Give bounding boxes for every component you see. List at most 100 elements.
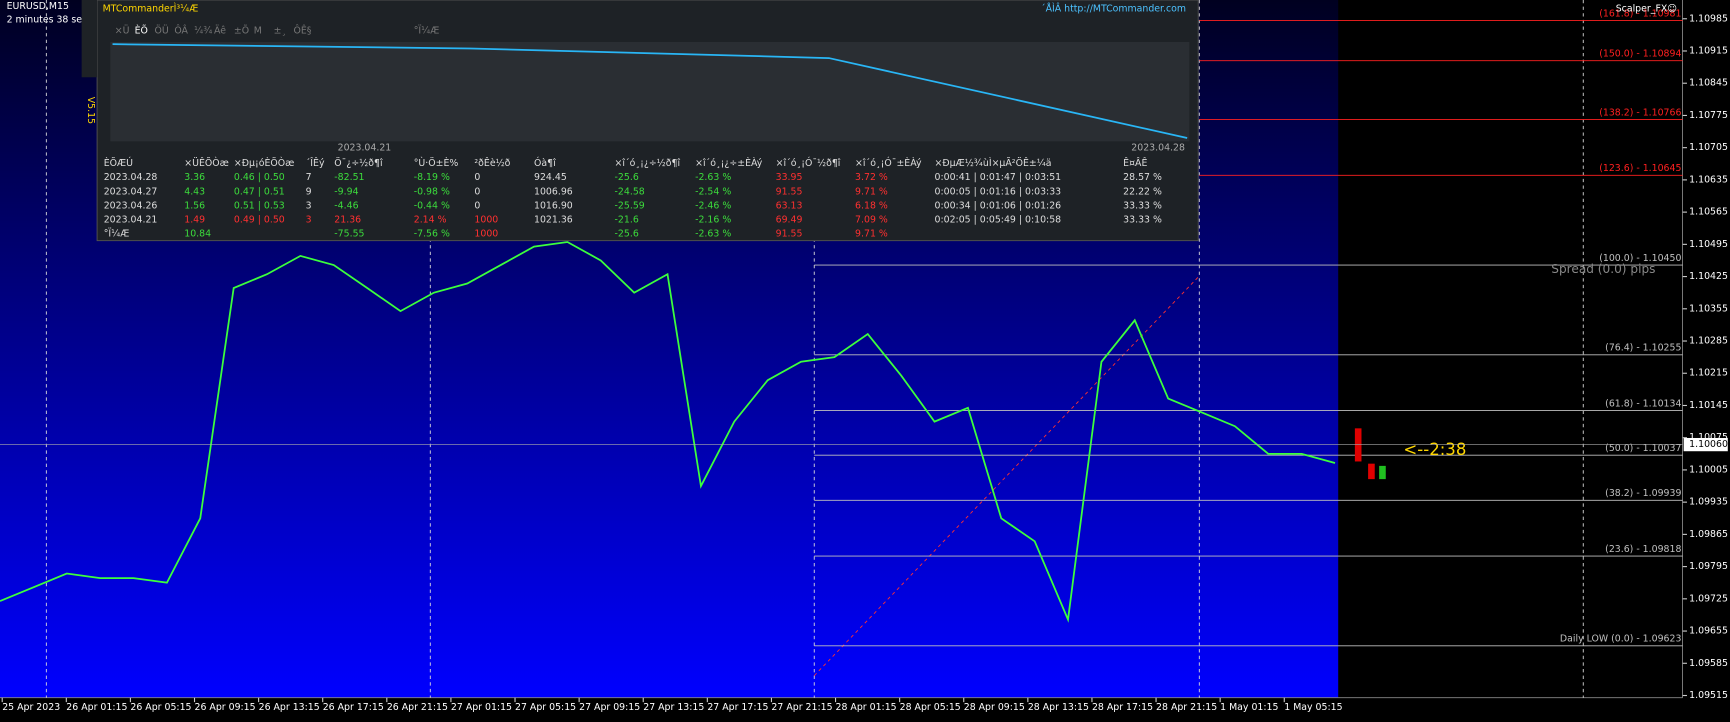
table-cell: 33.95 [776, 172, 803, 183]
x-tick-label: 28 Apr 09:15 [964, 702, 1025, 713]
table-header: ×ÜÊÕÒæ [184, 157, 229, 169]
table-cell: 3.72 % [855, 172, 888, 183]
table-header: ×î´ó¸¡¿÷½ð¶î [615, 158, 681, 169]
table-header: ×ÐµÆ½¾ùÌ×µÃ²ÖÊ±¼ä [935, 157, 1052, 169]
panel-tab[interactable]: Äê [214, 25, 226, 36]
panel-tab[interactable]: M [254, 25, 262, 36]
x-tick-label: 27 Apr 05:15 [515, 702, 576, 713]
y-tick-label: 1.10775 [1689, 110, 1728, 121]
table-cell: -2.54 % [695, 186, 731, 197]
y-tick-label: 1.09725 [1689, 593, 1728, 604]
current-price-box [1683, 437, 1728, 452]
fibo-label: Daily LOW (0.0) - 1.09623 [1560, 634, 1682, 645]
y-tick-label: 1.10565 [1689, 207, 1728, 218]
table-cell: -2.63 % [695, 172, 731, 183]
table-cell: 1.56 [184, 201, 205, 212]
y-tick-label: 1.10495 [1689, 239, 1728, 250]
table-cell: 2.14 % [414, 215, 447, 226]
x-tick-label: 26 Apr 13:15 [259, 702, 320, 713]
x-tick-label: 27 Apr 17:15 [707, 702, 768, 713]
table-cell: 0:00:05 | 0:01:16 | 0:03:33 [935, 186, 1062, 197]
table-cell: 9 [306, 186, 312, 197]
x-tick-label: 27 Apr 09:15 [579, 702, 640, 713]
y-tick-label: 1.09585 [1689, 658, 1728, 669]
table-cell: 4.43 [184, 186, 205, 197]
table-total: 10.84 [184, 229, 211, 240]
current-price-label: 1.10060 [1689, 439, 1728, 450]
table-cell: 0:02:05 | 0:05:49 | 0:10:58 [935, 215, 1062, 226]
y-tick-label: 1.10635 [1689, 174, 1728, 185]
panel-tab[interactable]: ¼¾ [194, 25, 212, 36]
table-total: 91.55 [776, 229, 803, 240]
table-cell: 3 [306, 215, 312, 226]
table-cell: 0 [474, 201, 480, 212]
panel-tab[interactable]: ÖÜ [154, 25, 168, 36]
table-cell: -25.59 [615, 201, 645, 212]
panel-link[interactable]: ´ÅÌÂ http://MTCommander.com [1041, 2, 1186, 14]
table-cell: 3.36 [184, 172, 205, 183]
future-area [1338, 0, 1730, 722]
table-header: ´ÎÊý [306, 157, 325, 169]
fibo-label: (50.0) - 1.10037 [1605, 443, 1681, 454]
table-cell: 0.46 | 0.50 [234, 172, 285, 183]
panel-tab[interactable]: ×Ü [115, 25, 130, 36]
fibo-label: (138.2) - 1.10766 [1599, 107, 1681, 118]
table-cell: 28.57 % [1123, 172, 1162, 183]
graph-date: 2023.04.28 [1131, 142, 1185, 153]
y-tick-label: 1.10985 [1689, 13, 1728, 24]
table-cell: 0:00:41 | 0:01:47 | 0:03:51 [935, 172, 1062, 183]
expert-name: Scalper_FX☺ [1616, 3, 1677, 14]
table-header: °Ù·Ö±È% [414, 157, 459, 169]
table-total: -75.55 [334, 229, 364, 240]
table-header: Ö¯¿÷½ð¶î [334, 158, 383, 169]
x-tick-label: 27 Apr 13:15 [643, 702, 704, 713]
table-cell: 1016.90 [534, 201, 573, 212]
x-tick-label: 28 Apr 21:15 [1156, 702, 1217, 713]
y-tick-label: 1.10145 [1689, 400, 1728, 411]
stats-panel: MTCommanderÌ³¼Æ ´ÅÌÂ http://MTCommander.… [81, 0, 1199, 242]
table-cell: -4.46 [334, 201, 358, 212]
table-cell: -0.98 % [414, 186, 450, 197]
table-total: 1000 [474, 229, 498, 240]
table-cell: -82.51 [334, 172, 364, 183]
table-cell: 0.51 | 0.53 [234, 201, 285, 212]
table-cell: 0.49 | 0.50 [234, 215, 285, 226]
table-cell: -2.46 % [695, 201, 731, 212]
y-tick-label: 1.10425 [1689, 271, 1728, 282]
fibo-label: (161.8) - 1.10981 [1599, 8, 1681, 19]
table-cell: -2.16 % [695, 215, 731, 226]
table-cell: 21.36 [334, 215, 361, 226]
fibo-label: (61.8) - 1.10134 [1605, 398, 1681, 409]
fibo-label: (150.0) - 1.10894 [1599, 49, 1681, 60]
table-cell: 0:00:34 | 0:01:06 | 0:01:26 [935, 201, 1062, 212]
price-line [0, 241, 1336, 623]
table-total: -25.6 [615, 229, 639, 240]
table-cell: 22.22 % [1123, 186, 1162, 197]
y-tick-label: 1.10215 [1689, 368, 1728, 379]
y-tick-label: 1.10005 [1689, 464, 1728, 475]
table-header: ×î´ó¸¡Ó¯½ð¶î [776, 157, 841, 169]
y-tick-label: 1.09795 [1689, 561, 1728, 572]
y-tick-label: 1.10705 [1689, 142, 1728, 153]
table-cell: 63.13 [776, 201, 803, 212]
x-tick-label: 26 Apr 01:15 [66, 702, 127, 713]
panel-tab[interactable]: ÔÊ§ [293, 24, 311, 36]
table-cell: 33.33 % [1123, 215, 1162, 226]
panel-tab[interactable]: ÔÂ [174, 24, 188, 36]
panel-tab[interactable]: ±Õ [234, 24, 249, 36]
y-tick-label: 1.10285 [1689, 336, 1728, 347]
panel-tab[interactable]: ÈÕ [135, 24, 148, 36]
fibo-label: (123.6) - 1.10645 [1599, 163, 1681, 174]
table-cell: 33.33 % [1123, 201, 1162, 212]
table-cell: -8.19 % [414, 172, 450, 183]
x-tick-label: 27 Apr 21:15 [771, 702, 832, 713]
panel-tab[interactable]: °Ï¼Æ [414, 25, 440, 36]
panel-tab[interactable]: ±¸ [274, 25, 287, 36]
symbol: EURUSD,M15 [7, 1, 69, 12]
table-total: -2.63 % [695, 229, 731, 240]
x-tick-label: 26 Apr 21:15 [387, 702, 448, 713]
table-header: ÈÕÆÚ [104, 157, 133, 169]
table-cell: -21.6 [615, 215, 639, 226]
fibo-label: (100.0) - 1.10450 [1599, 253, 1681, 264]
